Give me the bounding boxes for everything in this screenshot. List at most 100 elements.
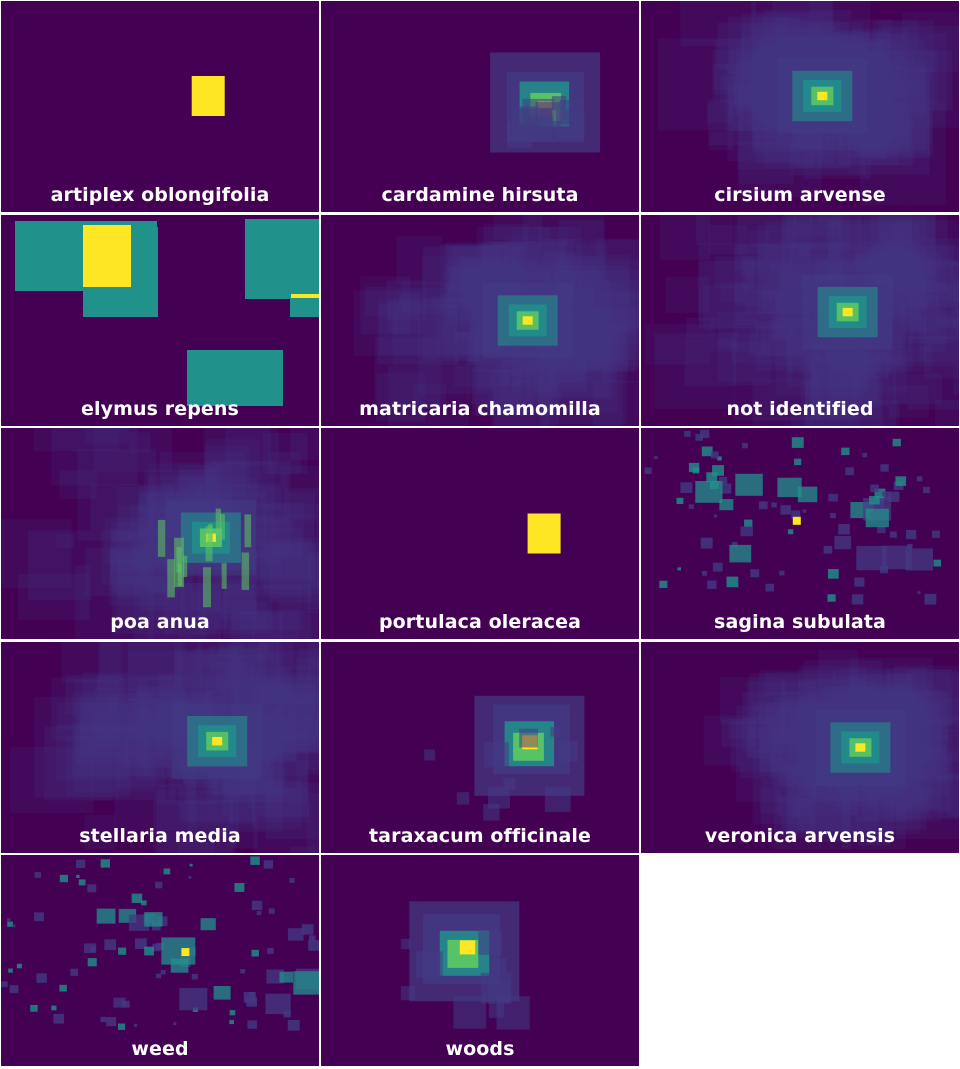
- heat-cell: [841, 447, 850, 456]
- heat-cell: [701, 571, 708, 576]
- heat-cell: [66, 735, 131, 796]
- heat-cell: [493, 214, 543, 240]
- heat-cell: [253, 674, 318, 751]
- heat-cell: [728, 86, 777, 132]
- heat-cell: [684, 431, 691, 437]
- heat-cell: [459, 257, 480, 278]
- heat-cell: [106, 1017, 117, 1027]
- heatmap-panel: veronica arvensis: [641, 641, 959, 853]
- heat-cell: [688, 504, 694, 509]
- heat-cell: [563, 264, 629, 333]
- heat-cell: [187, 790, 239, 837]
- heat-cell: [298, 647, 319, 697]
- heat-cell: [104, 939, 117, 950]
- heat-cell: [472, 368, 532, 416]
- heat-cell: [267, 947, 274, 954]
- heat-cell: [491, 380, 559, 426]
- heat-cell: [901, 294, 939, 332]
- heat-cell: [608, 258, 639, 298]
- heat-cell: [892, 438, 901, 447]
- heat-cell: [864, 56, 901, 92]
- heat-cell: [759, 788, 781, 813]
- heat-cell: [937, 309, 959, 329]
- heat-cell: [924, 335, 946, 352]
- heat-cell: [826, 344, 851, 372]
- heat-cell: [718, 330, 738, 349]
- heat-cell: [857, 214, 936, 285]
- heat-cell: [257, 718, 296, 762]
- heat-cell: [900, 304, 920, 327]
- heat-cell: [1, 981, 8, 988]
- heat-cell: [936, 280, 959, 325]
- heat-cell: [290, 428, 319, 460]
- heat-cell: [59, 874, 68, 883]
- heatmap-panel: poa anua: [1, 428, 319, 639]
- heat-cell: [489, 241, 567, 289]
- heat-cell: [160, 970, 166, 975]
- heat-cell: [57, 702, 97, 729]
- heat-cell: [251, 779, 302, 829]
- heat-cell: [797, 486, 818, 503]
- heat-cell: [845, 467, 854, 476]
- heat-cell: [128, 641, 203, 701]
- panel-label: matricaria chamomilla: [359, 397, 601, 420]
- heat-cell: [695, 481, 723, 503]
- heat-cell: [232, 602, 268, 631]
- heat-cell: [118, 947, 127, 955]
- heat-cell: [87, 884, 97, 893]
- heat-cell: [260, 716, 318, 751]
- heat-cell: [8, 968, 13, 973]
- heat-cell: [386, 280, 427, 320]
- heat-cell: [290, 296, 319, 317]
- heat-cell: [872, 20, 919, 54]
- heat-cell: [244, 514, 252, 548]
- heat-cell: [10, 746, 94, 813]
- heat-cell: [205, 439, 261, 499]
- heat-cell: [880, 464, 889, 472]
- heat-cell: [731, 333, 776, 363]
- heat-cell: [800, 33, 827, 60]
- heat-cell: [248, 517, 315, 581]
- heat-cell: [720, 483, 732, 494]
- heat-cell: [706, 472, 718, 483]
- heat-cell: [303, 553, 319, 614]
- heat-cell: [892, 372, 943, 404]
- heat-cell: [204, 445, 250, 487]
- heat-cell: [269, 542, 319, 603]
- heat-cell: [550, 726, 561, 737]
- heat-cell: [96, 908, 116, 924]
- heat-cell: [795, 35, 829, 61]
- heat-cell: [527, 513, 561, 554]
- heat-cell: [96, 674, 184, 736]
- heat-cell: [906, 245, 959, 301]
- heat-cell: [392, 287, 458, 365]
- panel-label: stellaria media: [79, 824, 241, 847]
- heatmap-canvas: [400, 901, 530, 1030]
- heat-cell: [248, 641, 280, 663]
- heat-cell: [400, 986, 415, 1001]
- heat-cell: [851, 19, 892, 46]
- heat-cell: [79, 716, 118, 748]
- heat-cell: [830, 686, 858, 711]
- heat-cell: [811, 368, 857, 419]
- heat-cell: [33, 428, 120, 452]
- heat-cell: [709, 318, 758, 352]
- heatmap-panel: sagina subulata: [641, 428, 959, 639]
- heat-cell: [574, 272, 609, 304]
- heat-cell: [709, 131, 734, 151]
- heat-cell: [110, 549, 148, 580]
- heat-cell: [275, 691, 319, 741]
- heat-cell: [886, 238, 959, 293]
- heat-cell: [697, 260, 756, 320]
- panel-label: cirsium arvense: [714, 184, 886, 206]
- heat-cell: [180, 469, 214, 493]
- heat-cell: [264, 787, 309, 818]
- heat-cell: [574, 340, 605, 367]
- heat-cell: [854, 577, 865, 587]
- heat-cell: [764, 220, 811, 260]
- heat-cell: [84, 943, 97, 954]
- heat-cell: [644, 467, 652, 474]
- heat-cell: [772, 1, 832, 61]
- heat-cell: [490, 370, 509, 383]
- heat-cell: [144, 912, 163, 927]
